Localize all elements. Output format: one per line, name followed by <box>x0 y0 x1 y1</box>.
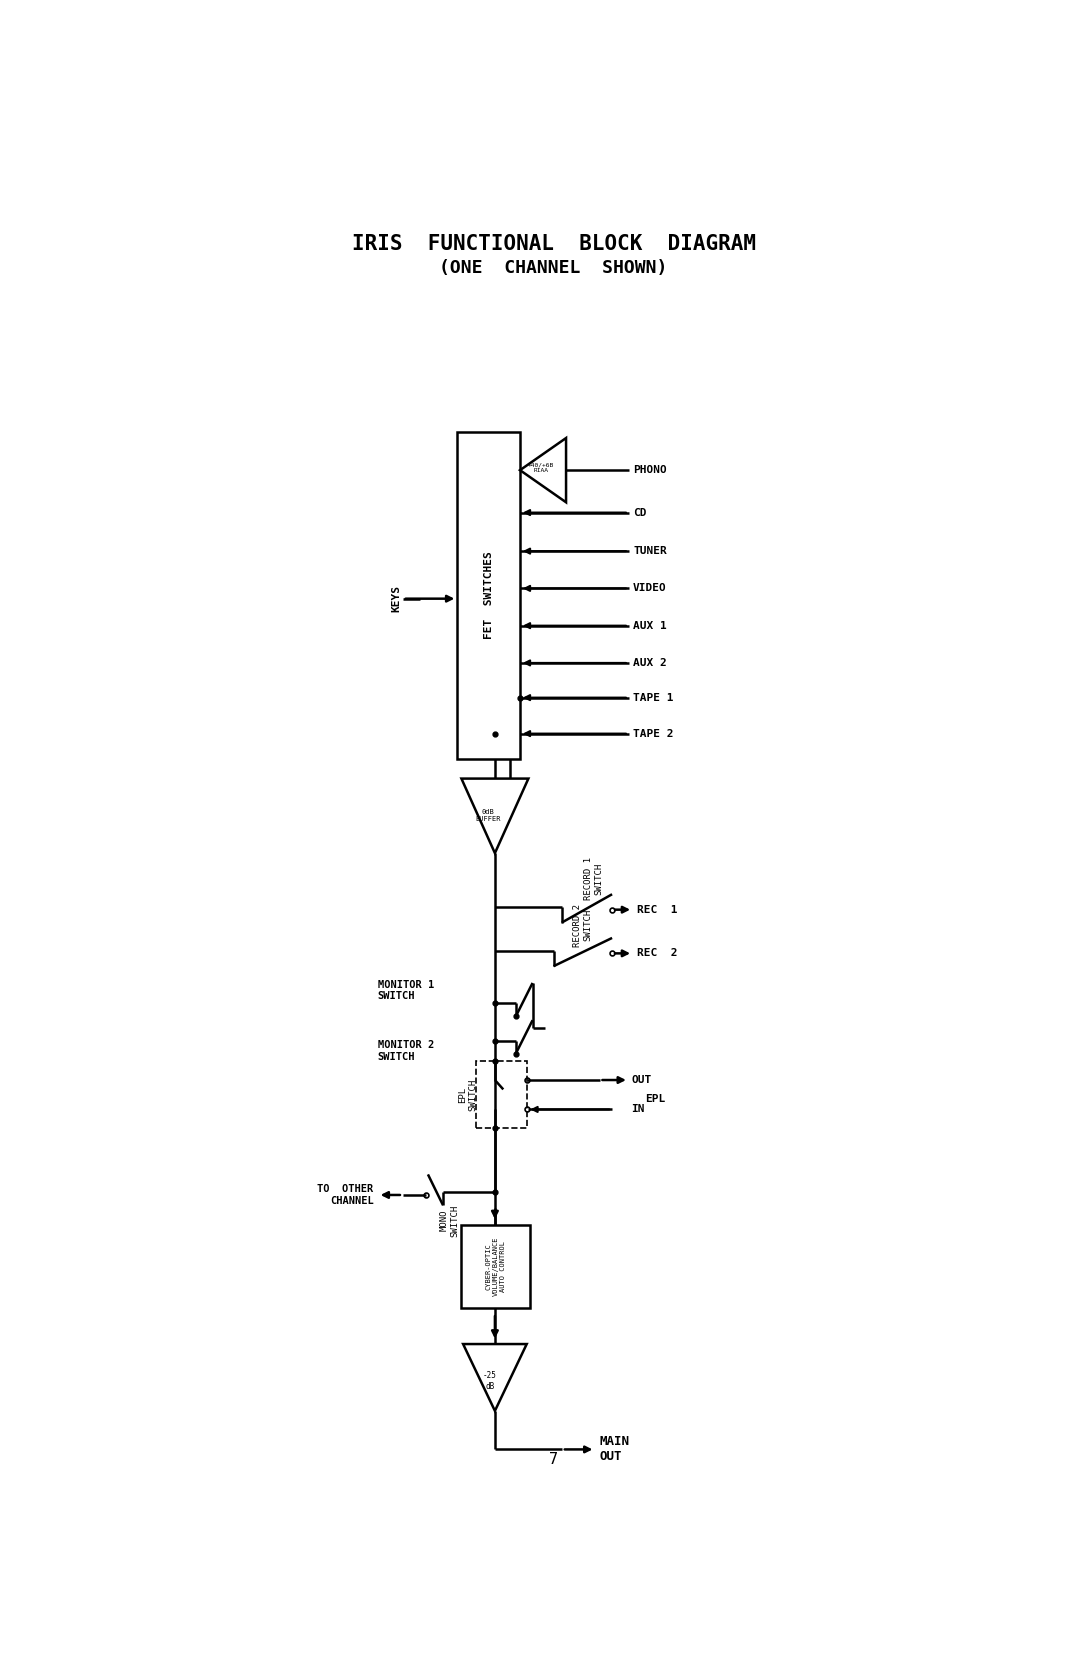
Bar <box>461 1225 530 1308</box>
Text: OUT: OUT <box>632 1075 651 1085</box>
Text: EPL
SWITCH: EPL SWITCH <box>458 1078 477 1112</box>
Text: CYBER-OPTIC
VOLUME/BALANCE
AUTO CONTROL: CYBER-OPTIC VOLUME/BALANCE AUTO CONTROL <box>486 1237 505 1297</box>
Text: TO  OTHER
CHANNEL: TO OTHER CHANNEL <box>318 1185 374 1205</box>
Text: MONITOR 2
SWITCH: MONITOR 2 SWITCH <box>378 1040 434 1061</box>
Text: (ONE  CHANNEL  SHOWN): (ONE CHANNEL SHOWN) <box>440 259 667 277</box>
Text: REC  1: REC 1 <box>637 905 678 915</box>
Polygon shape <box>461 778 528 853</box>
Bar <box>476 1061 527 1128</box>
Text: MAIN
OUT: MAIN OUT <box>599 1435 630 1464</box>
Text: VIDEO: VIDEO <box>633 584 666 594</box>
Text: 7: 7 <box>549 1452 558 1467</box>
Text: FET  SWITCHES: FET SWITCHES <box>484 551 494 639</box>
Text: TAPE 2: TAPE 2 <box>633 729 674 739</box>
Text: TUNER: TUNER <box>633 546 666 556</box>
Bar <box>457 432 521 759</box>
Text: REC  2: REC 2 <box>637 948 678 958</box>
Text: AUX 1: AUX 1 <box>633 621 666 631</box>
Text: MONITOR 1
SWITCH: MONITOR 1 SWITCH <box>378 980 434 1001</box>
Text: +40/+6B
RIAA: +40/+6B RIAA <box>528 462 554 472</box>
Text: RECORD 1
SWITCH: RECORD 1 SWITCH <box>584 858 604 900</box>
Text: IN: IN <box>632 1105 645 1115</box>
Text: IRIS  FUNCTIONAL  BLOCK  DIAGRAM: IRIS FUNCTIONAL BLOCK DIAGRAM <box>351 234 756 254</box>
Polygon shape <box>521 437 566 502</box>
Text: CD: CD <box>633 507 647 517</box>
Text: TAPE 1: TAPE 1 <box>633 693 674 703</box>
Text: 0dB
BUFFER: 0dB BUFFER <box>475 809 501 823</box>
Text: EPL: EPL <box>646 1095 666 1105</box>
Text: -25
dB: -25 dB <box>483 1372 497 1390</box>
Text: PHONO: PHONO <box>633 466 666 476</box>
Text: RECORD 2
SWITCH: RECORD 2 SWITCH <box>573 903 593 946</box>
Text: KEYS: KEYS <box>391 586 401 613</box>
Text: MONO
SWITCH: MONO SWITCH <box>440 1205 459 1237</box>
Polygon shape <box>463 1344 527 1410</box>
Text: AUX 2: AUX 2 <box>633 658 666 668</box>
